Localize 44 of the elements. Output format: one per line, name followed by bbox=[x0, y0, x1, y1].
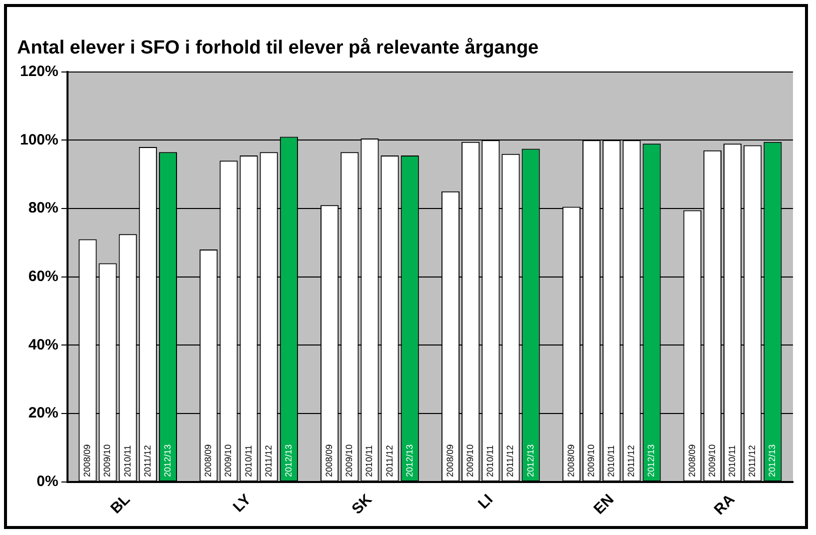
y-tick-label: 0% bbox=[36, 473, 58, 490]
text: 2011/12 bbox=[263, 445, 274, 477]
series-label: 2012/13 bbox=[646, 444, 656, 477]
x-tick-label: SK bbox=[348, 490, 376, 518]
text: 2012/13 bbox=[283, 444, 294, 477]
text: 2008/09 bbox=[203, 444, 214, 477]
x-tick-label: RA bbox=[710, 490, 738, 518]
text: 2010/11 bbox=[606, 445, 616, 477]
series-label: 2009/10 bbox=[344, 444, 354, 477]
x-tick-label: EN bbox=[590, 491, 618, 518]
y-tick-label: 60% bbox=[28, 268, 58, 286]
text: 2011/12 bbox=[142, 445, 152, 477]
text: 2008/09 bbox=[566, 444, 576, 477]
x-tick-label: LI bbox=[474, 491, 496, 513]
text: 2012/13 bbox=[404, 444, 414, 477]
y-tick-label: 120% bbox=[20, 62, 58, 80]
text: 2008/09 bbox=[444, 444, 455, 477]
text: 2009/10 bbox=[465, 444, 476, 477]
text: 2012/13 bbox=[162, 444, 172, 477]
y-tick-label: 20% bbox=[28, 404, 58, 422]
y-tick-label: 40% bbox=[28, 336, 58, 354]
text: 2010/11 bbox=[122, 445, 132, 477]
series-label: 2008/09 bbox=[82, 444, 92, 477]
text: 2008/09 bbox=[324, 444, 334, 477]
text: 2009/10 bbox=[223, 444, 234, 477]
series-label: 2010/11 bbox=[364, 445, 374, 477]
x-tick-label: BL bbox=[107, 491, 134, 518]
text: 2008/09 bbox=[686, 444, 697, 477]
text: 2009/10 bbox=[706, 444, 717, 477]
text: 2011/12 bbox=[626, 445, 636, 477]
text: 2012/13 bbox=[525, 444, 536, 477]
chart-title: Antal elever i SFO i forhold til elever på relevante årgange bbox=[17, 38, 539, 59]
text: 2010/11 bbox=[485, 445, 496, 477]
y-tick-label: 80% bbox=[28, 200, 58, 217]
series-label: 2011/12 bbox=[505, 445, 516, 477]
y-tick-label: 100% bbox=[20, 131, 58, 148]
text: 2010/11 bbox=[243, 445, 254, 477]
x-tick-label: LY bbox=[230, 491, 255, 516]
text: 2011/12 bbox=[747, 445, 758, 477]
text: 2010/11 bbox=[727, 445, 738, 477]
text: 2011/12 bbox=[384, 445, 394, 477]
text: 2009/10 bbox=[102, 444, 112, 477]
text: 2009/10 bbox=[586, 444, 596, 477]
text: 2012/13 bbox=[767, 444, 778, 477]
